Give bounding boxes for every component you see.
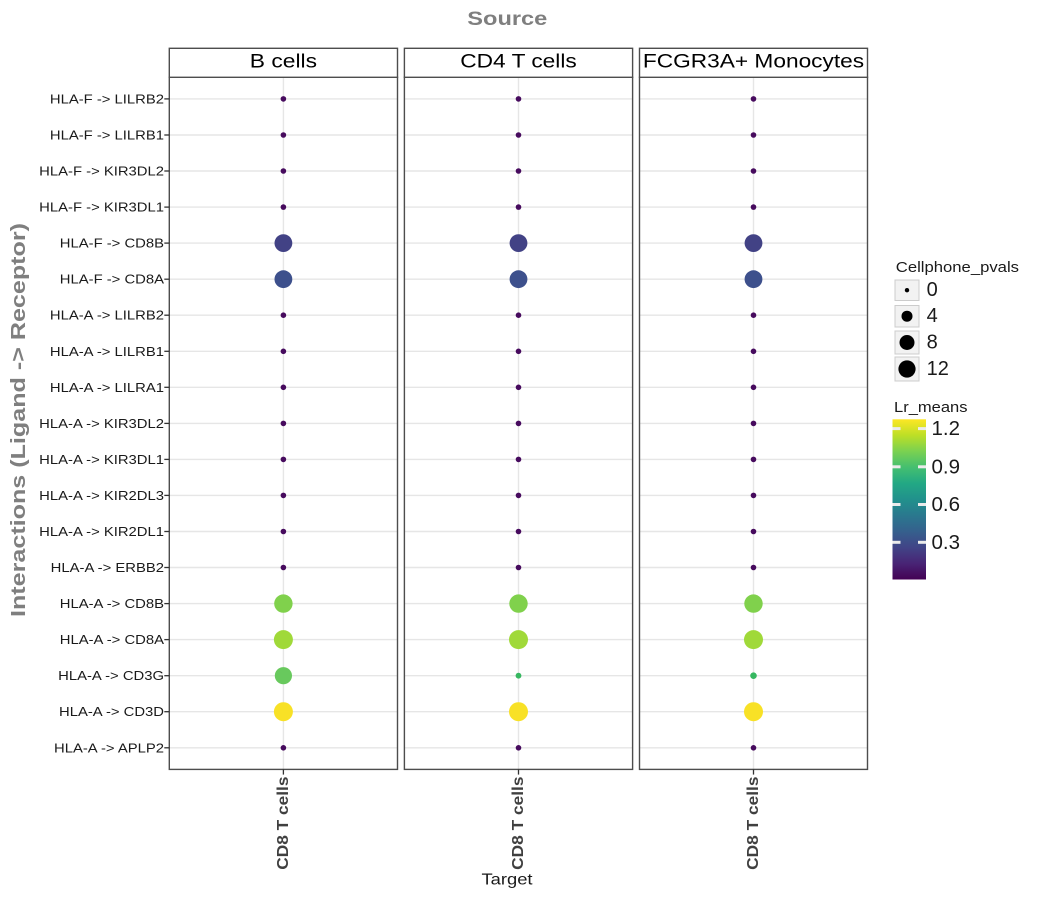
svg-text:B cells: B cells xyxy=(250,51,317,73)
svg-text:HLA-A -> KIR2DL1: HLA-A -> KIR2DL1 xyxy=(39,524,164,539)
svg-text:HLA-A -> LILRB1: HLA-A -> LILRB1 xyxy=(50,344,164,359)
svg-text:HLA-F -> CD8A: HLA-F -> CD8A xyxy=(60,272,165,287)
svg-text:HLA-A -> CD3D: HLA-A -> CD3D xyxy=(59,704,164,719)
svg-text:12: 12 xyxy=(927,358,949,380)
svg-text:CD4 T cells: CD4 T cells xyxy=(460,51,577,73)
svg-text:HLA-F -> LILRB1: HLA-F -> LILRB1 xyxy=(50,128,164,143)
svg-text:HLA-A -> LILRA1: HLA-A -> LILRA1 xyxy=(50,380,164,395)
svg-text:0.3: 0.3 xyxy=(932,531,961,554)
svg-text:0.9: 0.9 xyxy=(932,455,961,478)
svg-text:1.2: 1.2 xyxy=(932,417,961,440)
svg-text:HLA-F -> CD8B: HLA-F -> CD8B xyxy=(60,236,164,251)
svg-text:Target: Target xyxy=(482,872,534,889)
svg-text:HLA-A -> CD3G: HLA-A -> CD3G xyxy=(58,668,164,683)
svg-text:HLA-F -> LILRB2: HLA-F -> LILRB2 xyxy=(50,91,164,106)
svg-text:8: 8 xyxy=(927,332,938,354)
svg-text:CD8 T cells: CD8 T cells xyxy=(510,777,527,870)
svg-text:HLA-A -> KIR3DL2: HLA-A -> KIR3DL2 xyxy=(39,416,164,431)
svg-text:FCGR3A+ Monocytes: FCGR3A+ Monocytes xyxy=(643,51,865,73)
svg-text:HLA-A -> LILRB2: HLA-A -> LILRB2 xyxy=(50,308,164,323)
svg-text:0: 0 xyxy=(927,279,938,301)
svg-text:HLA-A -> ERBB2: HLA-A -> ERBB2 xyxy=(51,560,164,575)
svg-text:4: 4 xyxy=(927,305,938,327)
svg-text:HLA-A -> APLP2: HLA-A -> APLP2 xyxy=(54,740,164,755)
svg-text:HLA-A -> CD8A: HLA-A -> CD8A xyxy=(60,632,165,647)
svg-text:HLA-A -> CD8B: HLA-A -> CD8B xyxy=(60,596,164,611)
svg-text:CD8 T cells: CD8 T cells xyxy=(275,777,292,870)
svg-text:HLA-A -> KIR2DL3: HLA-A -> KIR2DL3 xyxy=(39,488,164,503)
svg-text:Cellphone_pvals: Cellphone_pvals xyxy=(896,259,1019,276)
svg-text:HLA-F -> KIR3DL1: HLA-F -> KIR3DL1 xyxy=(39,200,164,215)
svg-text:HLA-F -> KIR3DL2: HLA-F -> KIR3DL2 xyxy=(39,164,164,179)
svg-text:Source: Source xyxy=(467,8,547,30)
svg-text:Lr_means: Lr_means xyxy=(894,399,968,416)
svg-text:HLA-A -> KIR3DL1: HLA-A -> KIR3DL1 xyxy=(39,452,164,467)
svg-text:Interactions (Ligand -> Recept: Interactions (Ligand -> Receptor) xyxy=(7,223,30,617)
svg-text:CD8 T cells: CD8 T cells xyxy=(745,777,762,870)
svg-text:0.6: 0.6 xyxy=(932,493,961,516)
